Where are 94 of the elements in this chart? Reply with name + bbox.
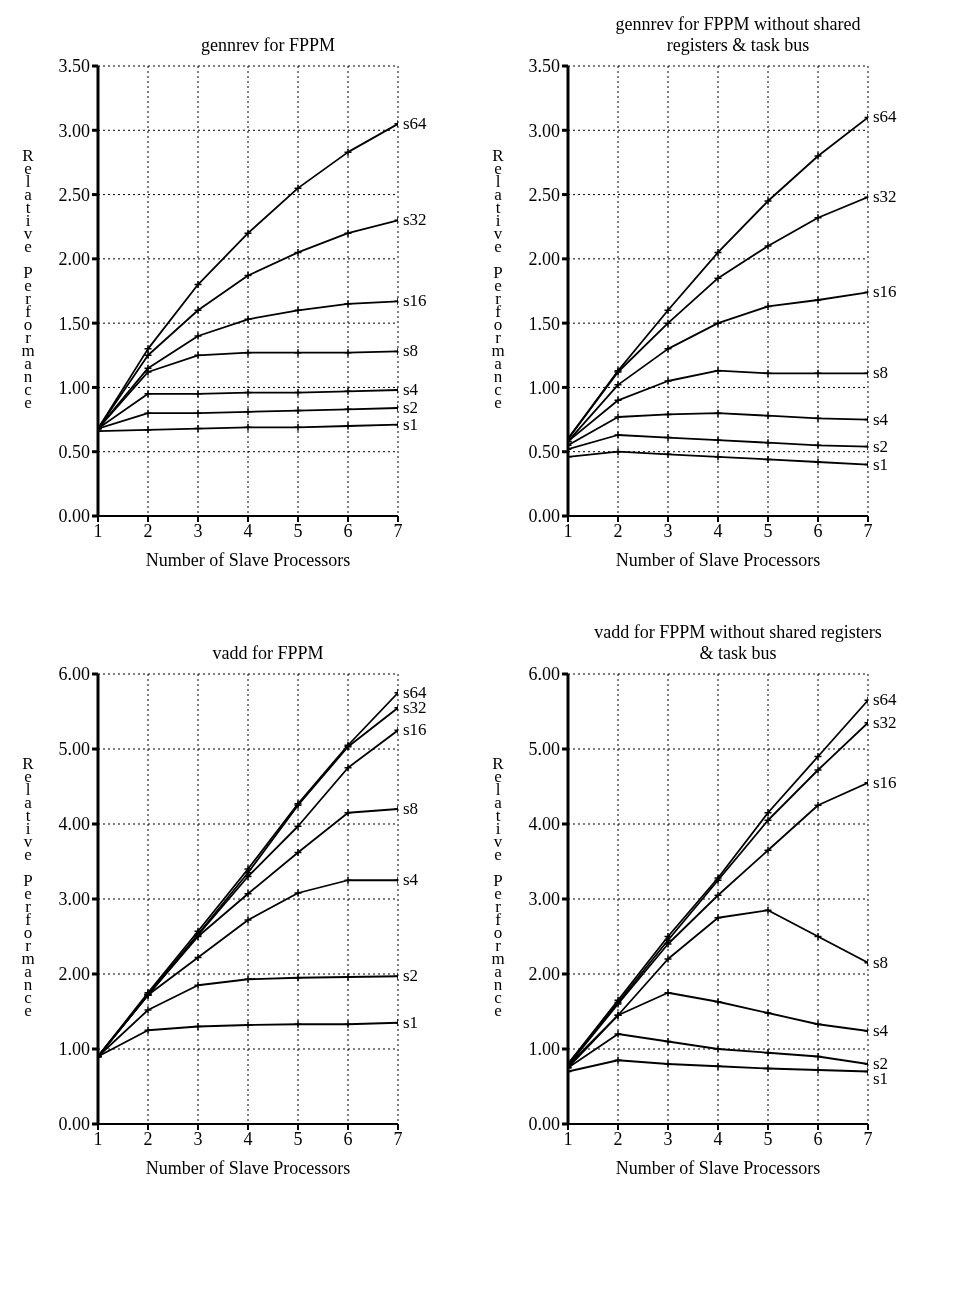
x-tick-label: 6: [813, 1128, 823, 1149]
series-label: s16: [873, 772, 897, 792]
x-tick-label: 2: [613, 520, 623, 541]
x-tick-label: 6: [813, 520, 823, 541]
x-tick-label: 5: [293, 520, 303, 541]
x-tick-label: 3: [663, 1128, 673, 1149]
y-tick-label: 0.00: [528, 1114, 560, 1135]
x-tick-label: 2: [143, 1128, 153, 1149]
y-tick-label: 5.00: [58, 739, 90, 760]
series-label: s32: [873, 187, 897, 207]
x-axis-title: Number of Slave Processors: [615, 1158, 821, 1178]
text: Relative Performance: [21, 754, 35, 1020]
y-tick-label: 0.00: [58, 506, 90, 527]
y-tick-label: 2.50: [528, 184, 560, 205]
x-tick-label: 3: [663, 520, 673, 541]
series-label: s1: [403, 1012, 419, 1032]
y-tick-label: 2.00: [58, 249, 90, 270]
series-label: s16: [873, 282, 897, 302]
text: Relative Performance: [21, 146, 35, 412]
x-tick-label: 5: [763, 520, 773, 541]
y-tick-label: 2.00: [528, 964, 560, 985]
y-tick-label: 2.00: [58, 964, 90, 985]
chart-title: gennrev for FPPM without shared registers & task bus: [614, 13, 862, 56]
y-tick-label: 3.00: [528, 120, 560, 141]
x-axis-title: Number of Slave Processors: [615, 550, 821, 570]
series-label: s32: [873, 712, 897, 732]
x-tick-label: 5: [763, 1128, 773, 1149]
y-tick-label: 3.00: [528, 889, 560, 910]
series-label: s4: [873, 409, 889, 429]
y-tick-label: 1.00: [58, 1039, 90, 1060]
x-tick-label: 7: [393, 520, 403, 541]
y-tick-label: 0.00: [58, 1114, 90, 1135]
y-tick-label: 1.00: [528, 377, 560, 398]
y-tick-label: 1.00: [58, 377, 90, 398]
series-label: s8: [873, 952, 889, 972]
series-label: s2: [873, 436, 889, 456]
x-tick-label: 4: [713, 520, 723, 541]
x-tick-label: 2: [613, 1128, 623, 1149]
y-tick-label: 6.00: [528, 664, 560, 685]
x-axis-title: Number of Slave Processors: [145, 550, 351, 570]
y-tick-label: 3.50: [528, 56, 560, 77]
y-tick-label: 2.00: [528, 249, 560, 270]
series-label: s64: [873, 690, 898, 710]
series-label: s4: [873, 1021, 889, 1040]
y-tick-label: 0.50: [528, 442, 560, 463]
series-label: s64: [403, 113, 428, 133]
x-tick-label: 6: [343, 520, 353, 541]
y-tick-label: 1.00: [528, 1039, 560, 1060]
x-tick-label: 7: [863, 520, 873, 541]
x-tick-label: 1: [93, 1128, 103, 1149]
y-tick-label: 4.00: [528, 814, 560, 835]
x-tick-label: 3: [193, 1128, 203, 1149]
y-tick-label: 0.50: [58, 442, 90, 463]
y-tick-label: 0.00: [528, 506, 560, 527]
y-tick-label: 4.00: [58, 814, 90, 835]
x-tick-label: 4: [713, 1128, 723, 1149]
chart-title: gennrev for FPPM: [200, 34, 336, 56]
x-tick-label: 1: [563, 520, 573, 541]
x-tick-label: 6: [343, 1128, 353, 1149]
series-label: s2: [403, 398, 419, 417]
x-tick-label: 1: [93, 520, 103, 541]
series-label: s4: [403, 380, 419, 399]
series-label: s16: [403, 291, 427, 311]
y-tick-label: 6.00: [58, 664, 90, 685]
x-tick-label: 1: [563, 1128, 573, 1149]
series-label: s8: [873, 363, 889, 383]
y-tick-label: 3.00: [58, 889, 90, 910]
x-tick-label: 7: [863, 1128, 873, 1149]
x-tick-label: 3: [193, 520, 203, 541]
text: Relative Performance: [491, 146, 505, 412]
series-label: s2: [403, 966, 419, 986]
x-tick-label: 4: [243, 1128, 253, 1149]
series-label: s1: [403, 414, 419, 434]
series-label: s4: [403, 870, 419, 890]
series-label: s16: [403, 720, 427, 740]
chart-title: vadd for FPPM: [211, 642, 325, 664]
y-tick-label: 1.50: [528, 313, 560, 334]
y-tick-label: 2.50: [58, 184, 90, 205]
y-tick-label: 3.00: [58, 120, 90, 141]
chart-title: vadd for FPPM without shared registers & task bus: [593, 621, 883, 664]
series-label: s8: [403, 799, 419, 818]
text: Relative Performance: [491, 754, 505, 1020]
series-label: s32: [403, 210, 427, 230]
y-tick-label: 1.50: [58, 313, 90, 334]
y-tick-label: 3.50: [58, 56, 90, 77]
series-label: s8: [403, 341, 419, 361]
y-tick-label: 5.00: [528, 739, 560, 760]
x-axis-title: Number of Slave Processors: [145, 1158, 351, 1178]
x-tick-label: 2: [143, 520, 153, 541]
x-tick-label: 5: [293, 1128, 303, 1149]
x-tick-label: 4: [243, 520, 253, 541]
series-label: s64: [873, 107, 898, 127]
x-tick-label: 7: [393, 1128, 403, 1149]
series-label: s1: [873, 454, 889, 474]
